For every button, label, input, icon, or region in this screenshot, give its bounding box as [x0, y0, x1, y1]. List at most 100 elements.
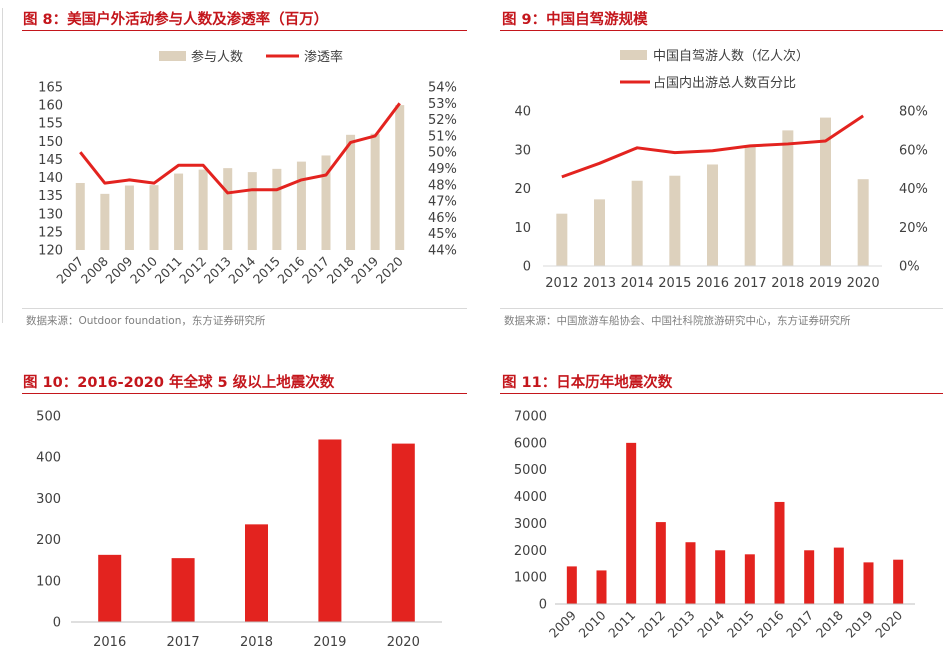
legend-swatch-bar [159, 51, 186, 61]
bar [198, 169, 208, 250]
x-tick-label: 2008 [78, 253, 111, 286]
y-right-tick-label: 47% [428, 195, 457, 210]
bar [318, 439, 342, 622]
bar [626, 442, 637, 604]
bar [149, 185, 159, 250]
bar [893, 559, 904, 604]
y-left-tick-label: 160 [38, 99, 63, 114]
x-tick-label: 2014 [225, 253, 258, 286]
y-left-tick-label: 40 [514, 105, 531, 120]
x-tick-label: 2020 [872, 607, 905, 640]
bar [820, 117, 831, 267]
x-tick-label: 2020 [373, 253, 406, 286]
title-rule-fig8 [22, 30, 467, 31]
x-tick-label: 2019 [348, 253, 381, 286]
legend-swatch-bar [620, 50, 647, 60]
series-line [79, 102, 401, 195]
bar [744, 145, 756, 266]
y-tick-label: 100 [36, 574, 61, 589]
x-tick-label: 2017 [167, 635, 200, 650]
bar [124, 185, 134, 250]
y-right-tick-label: 48% [428, 178, 457, 193]
bar [685, 542, 696, 604]
y-left-tick-label: 140 [38, 171, 63, 186]
x-tick-label: 2018 [240, 635, 273, 650]
source-fig8: 数据来源：Outdoor foundation，东方证券研究所 [26, 315, 266, 327]
x-tick-label: 2009 [546, 607, 579, 640]
y-right-tick-label: 20% [899, 221, 928, 236]
y-right-tick-label: 45% [428, 227, 457, 242]
bar [370, 133, 380, 250]
x-tick-label: 2014 [694, 607, 727, 640]
bar [247, 172, 257, 250]
x-tick-label: 2016 [754, 607, 787, 640]
y-left-tick-label: 165 [38, 81, 63, 96]
left-border-line [2, 8, 3, 323]
x-tick-label: 2013 [201, 254, 234, 287]
legend-label: 中国自驾游人数（亿人次） [653, 48, 809, 64]
bar [744, 554, 755, 604]
bar [833, 547, 844, 604]
y-right-tick-label: 54% [428, 81, 457, 96]
legend-label: 渗透率 [304, 49, 343, 65]
y-left-tick-label: 120 [38, 244, 63, 259]
bar [631, 180, 643, 266]
bar [391, 443, 415, 622]
source-rule-fig9 [500, 308, 943, 309]
x-tick-label: 2009 [102, 253, 135, 286]
title-rule-fig11 [500, 393, 943, 394]
y-left-tick-label: 10 [514, 221, 531, 236]
x-tick-label: 2017 [734, 276, 767, 291]
bar [556, 213, 568, 266]
source-rule-fig8 [22, 308, 467, 309]
y-right-tick-label: 80% [899, 105, 928, 120]
x-tick-label: 2014 [621, 276, 654, 291]
y-right-tick-label: 53% [428, 97, 457, 112]
bar [321, 155, 331, 250]
x-tick-label: 2018 [813, 607, 846, 640]
x-tick-label: 2012 [176, 254, 209, 287]
y-left-tick-label: 0 [523, 260, 531, 275]
x-tick-label: 2013 [665, 608, 698, 641]
y-right-tick-label: 40% [899, 182, 928, 197]
x-tick-label: 2016 [274, 253, 307, 286]
y-right-tick-label: 51% [428, 129, 457, 144]
bar [75, 182, 85, 250]
y-left-tick-label: 125 [38, 225, 63, 240]
bar [272, 168, 282, 250]
x-tick-label: 2010 [127, 253, 160, 286]
y-tick-label: 0 [53, 616, 61, 631]
bar [774, 501, 785, 604]
y-tick-label: 1000 [514, 571, 547, 586]
bar [171, 558, 195, 622]
x-tick-label: 2018 [771, 276, 804, 291]
y-tick-label: 6000 [514, 436, 547, 451]
y-tick-label: 300 [36, 492, 61, 507]
y-right-tick-label: 49% [428, 162, 457, 177]
bar [782, 130, 794, 266]
x-tick-label: 2015 [724, 608, 757, 641]
x-tick-label: 2015 [250, 254, 283, 287]
y-tick-label: 0 [539, 598, 547, 613]
x-tick-label: 2011 [152, 254, 185, 287]
y-tick-label: 200 [36, 533, 61, 548]
series-line [561, 114, 865, 179]
x-tick-label: 2012 [635, 608, 668, 641]
x-tick-label: 2020 [387, 635, 420, 650]
x-tick-label: 2019 [313, 635, 346, 650]
y-tick-label: 2000 [514, 544, 547, 559]
y-tick-label: 400 [36, 451, 61, 466]
y-tick-label: 4000 [514, 490, 547, 505]
y-left-tick-label: 130 [38, 207, 63, 222]
y-left-tick-label: 145 [38, 153, 63, 168]
bar [863, 562, 874, 604]
x-tick-label: 2010 [576, 607, 609, 640]
legend-label: 参与人数 [191, 49, 243, 65]
y-right-tick-label: 60% [899, 143, 928, 158]
bar [707, 164, 718, 266]
bar [395, 105, 405, 250]
y-left-tick-label: 20 [514, 182, 531, 197]
chart-title-fig9: 图 9：中国自驾游规模 [502, 12, 648, 28]
x-tick-label: 2020 [847, 276, 880, 291]
bar [98, 554, 122, 622]
